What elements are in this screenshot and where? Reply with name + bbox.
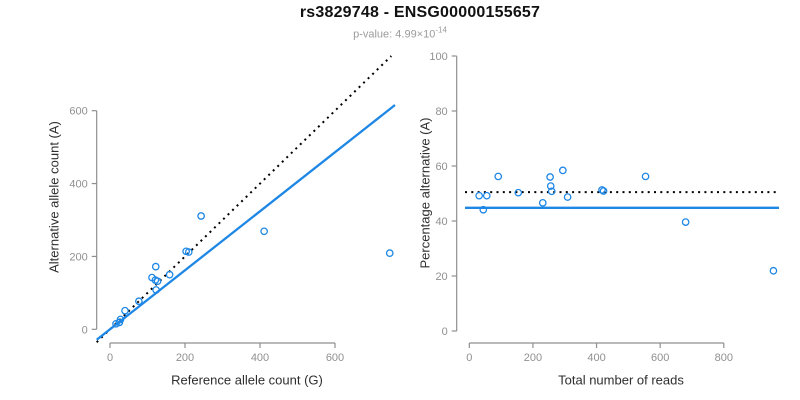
left-x-axis-title: Reference allele count (G) <box>171 372 323 388</box>
pvalue-label: p-value: 4.99×10 <box>353 28 436 41</box>
x-tick-label: 400 <box>587 352 605 364</box>
y-tick-label: 0 <box>82 324 88 336</box>
y-tick-label: 20 <box>435 271 447 283</box>
data-point <box>197 212 205 220</box>
data-point <box>598 186 606 194</box>
data-point <box>599 187 608 195</box>
data-point <box>479 205 488 214</box>
fit-line <box>95 104 396 341</box>
y-tick-label: 80 <box>435 106 447 118</box>
y-tick-label: 200 <box>69 251 87 263</box>
data-point <box>184 248 193 256</box>
data-point <box>260 227 268 236</box>
data-point <box>153 277 162 286</box>
data-point <box>546 182 555 190</box>
data-point <box>475 191 484 200</box>
y-tick-label: 400 <box>69 179 87 191</box>
left-y-axis-title: Alternative allele count (A) <box>46 121 62 273</box>
x-tick-label: 200 <box>176 352 194 364</box>
figure-title: rs3829748 - ENSG00000155657 <box>299 4 541 21</box>
data-point <box>681 218 690 226</box>
data-point <box>546 173 554 181</box>
y-tick-label: 40 <box>435 216 447 228</box>
y-tick-label: 600 <box>69 106 87 118</box>
x-tick-label: 800 <box>715 352 733 364</box>
data-point <box>494 172 503 181</box>
right-y-axis-title: Percentage alternative (A) <box>417 117 433 269</box>
data-point <box>151 262 160 271</box>
x-tick-label: 0 <box>107 352 113 364</box>
data-point <box>538 199 547 207</box>
data-point <box>547 187 556 196</box>
left-scatter-panel: 0 200 400 600 0 200 400 600 <box>69 55 396 364</box>
figure-subtitle: p-value: 4.99×10-14 <box>353 26 447 41</box>
y-tick-label: 60 <box>435 161 447 173</box>
x-tick-label: 400 <box>251 352 269 364</box>
x-tick-label: 600 <box>326 352 344 364</box>
right-scatter-panel: 0 20 40 60 80 100 0 200 400 600 800 <box>429 51 779 364</box>
x-tick-label: 600 <box>651 352 669 364</box>
data-point <box>121 306 129 315</box>
data-point <box>641 172 650 181</box>
y-tick-label: 100 <box>429 51 447 63</box>
data-point <box>152 286 160 294</box>
data-point <box>769 266 778 275</box>
data-point <box>558 166 567 175</box>
right-x-axis-title: Total number of reads <box>558 372 684 388</box>
y-tick-label: 0 <box>442 326 448 338</box>
data-point <box>135 297 143 306</box>
data-point <box>165 270 174 279</box>
data-point <box>514 188 523 197</box>
pvalue-exponent: -14 <box>435 25 447 35</box>
data-point <box>482 191 491 200</box>
x-tick-label: 200 <box>524 352 542 364</box>
data-point <box>385 249 394 258</box>
data-point <box>116 315 125 324</box>
x-tick-label: 0 <box>466 352 472 364</box>
data-point <box>563 193 572 201</box>
